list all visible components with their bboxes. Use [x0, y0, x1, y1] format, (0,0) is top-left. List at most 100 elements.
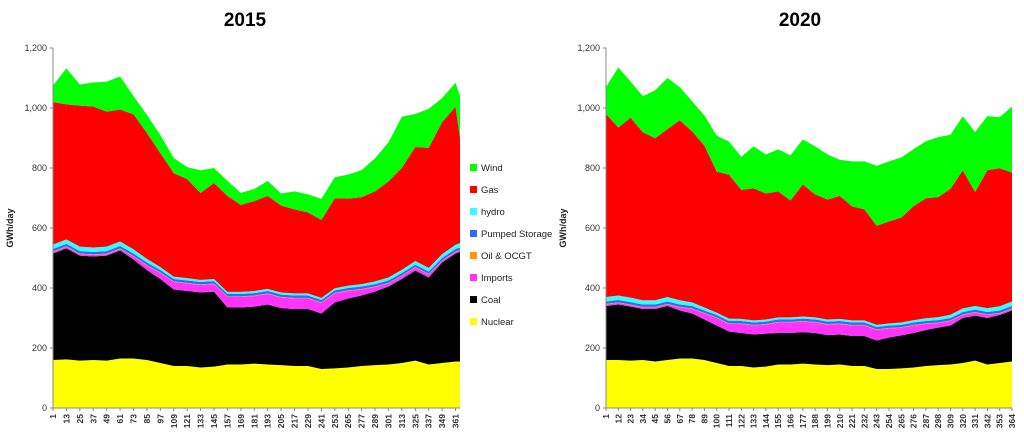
x-tick-label: 56	[663, 414, 673, 424]
chart-title: 2020	[779, 10, 821, 31]
y-tick-label: 200	[585, 343, 600, 353]
x-tick-label: 337	[424, 414, 434, 428]
x-tick-label: 320	[958, 414, 968, 428]
y-axis-label: GWh/day	[558, 208, 568, 247]
x-tick-label: 265	[896, 414, 906, 428]
series-area-imports	[53, 246, 460, 314]
chart-title: 2015	[224, 10, 267, 31]
x-tick-label: 133	[196, 414, 206, 428]
x-tick-label: 254	[884, 414, 894, 428]
y-tick-label: 1,000	[577, 103, 600, 113]
legend-label: Oil & OCGT	[481, 251, 532, 262]
x-tick-label: 243	[872, 414, 882, 428]
x-tick-label: 253	[330, 414, 340, 428]
x-tick-label: 45	[650, 414, 660, 424]
legend-swatch	[470, 252, 477, 259]
series-area-nuclear	[53, 358, 460, 408]
x-tick-label: 199	[822, 414, 832, 428]
legend-swatch	[470, 208, 477, 215]
x-tick-label: 221	[847, 414, 857, 428]
x-tick-label: 298	[933, 414, 943, 428]
series-area-coal	[606, 304, 1012, 369]
series-area-imports	[606, 303, 1012, 341]
y-tick-label: 400	[585, 283, 600, 293]
y-tick-label: 1,200	[24, 43, 47, 53]
x-tick-label: 78	[687, 414, 697, 424]
x-tick-label: 217	[290, 414, 300, 428]
legend-label: Coal	[481, 295, 501, 306]
x-tick-label: 210	[835, 414, 845, 428]
x-tick-label: 133	[749, 414, 759, 428]
y-tick-label: 400	[32, 283, 47, 293]
x-tick-label: 85	[142, 414, 152, 424]
x-tick-label: 89	[699, 414, 709, 424]
x-tick-label: 193	[263, 414, 273, 428]
legend-label: Wind	[481, 163, 503, 174]
legend-label: Gas	[481, 185, 499, 196]
series-area-wind	[606, 67, 1012, 226]
y-tick-label: 200	[32, 343, 47, 353]
x-tick-label: 241	[316, 414, 326, 428]
x-tick-label: 100	[712, 414, 722, 428]
x-tick-label: 1	[601, 414, 611, 419]
x-tick-label: 97	[155, 414, 165, 424]
y-tick-label: 800	[585, 163, 600, 173]
x-tick-label: 157	[222, 414, 232, 428]
x-tick-label: 349	[437, 414, 447, 428]
series-area-nuclear	[606, 358, 1012, 408]
y-tick-label: 1,000	[24, 103, 47, 113]
x-tick-label: 169	[236, 414, 246, 428]
x-tick-label: 13	[61, 414, 71, 424]
legend-swatch	[470, 164, 477, 171]
series-area-wind	[53, 68, 460, 220]
legend-label: Pumped Storage	[481, 229, 552, 240]
y-tick-label: 0	[595, 403, 600, 413]
x-tick-label: 37	[88, 414, 98, 424]
x-tick-label: 12	[613, 414, 623, 424]
legend: Wind Gas hydro Pumped Storage Oil & OCGT Impo…	[470, 163, 552, 328]
x-tick-label: 265	[343, 414, 353, 428]
y-tick-label: 600	[32, 223, 47, 233]
series-area-coal	[53, 248, 460, 369]
x-tick-label: 166	[786, 414, 796, 428]
x-tick-label: 331	[970, 414, 980, 428]
x-tick-label: 145	[209, 414, 219, 428]
x-tick-label: 301	[383, 414, 393, 428]
x-tick-label: 361	[451, 414, 461, 428]
x-tick-label: 289	[370, 414, 380, 428]
x-tick-label: 232	[859, 414, 869, 428]
legend-swatch	[470, 186, 477, 193]
legend-label: hydro	[481, 207, 505, 218]
x-tick-label: 1	[48, 414, 58, 419]
x-tick-label: 73	[129, 414, 139, 424]
x-tick-label: 25	[75, 414, 85, 424]
y-tick-label: 0	[42, 403, 47, 413]
series-area-pumped-storage	[53, 243, 460, 303]
x-tick-label: 34	[638, 414, 648, 424]
legend-swatch	[470, 318, 477, 325]
series-area-gas	[53, 102, 460, 298]
x-tick-label: 205	[276, 414, 286, 428]
x-tick-label: 229	[303, 414, 313, 428]
series-area-hydro	[53, 239, 460, 300]
y-axis-label: GWh/day	[5, 208, 15, 247]
x-tick-label: 177	[798, 414, 808, 428]
y-tick-label: 1,200	[577, 43, 600, 53]
x-tick-label: 122	[736, 414, 746, 428]
x-tick-label: 67	[675, 414, 685, 424]
legend-swatch	[470, 296, 477, 303]
x-tick-label: 155	[773, 414, 783, 428]
legend-label: Nuclear	[481, 317, 514, 328]
x-tick-label: 277	[357, 414, 367, 428]
x-tick-label: 287	[921, 414, 931, 428]
y-tick-label: 800	[32, 163, 47, 173]
x-tick-label: 111	[724, 414, 734, 428]
x-tick-label: 276	[909, 414, 919, 428]
x-tick-label: 121	[182, 414, 192, 428]
x-tick-label: 181	[249, 414, 259, 428]
x-tick-label: 353	[995, 414, 1005, 428]
x-tick-label: 109	[169, 414, 179, 428]
